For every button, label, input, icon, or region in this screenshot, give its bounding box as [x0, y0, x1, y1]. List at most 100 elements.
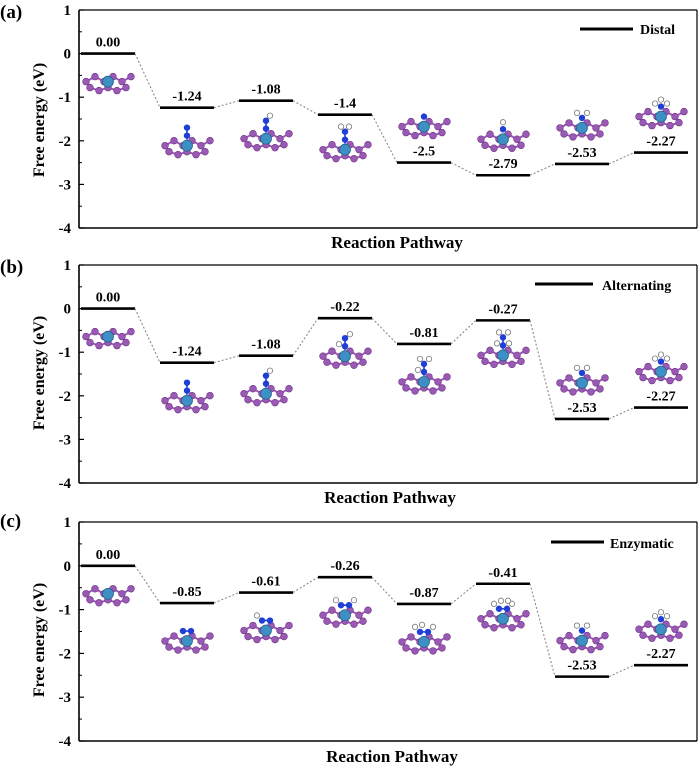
support-atom: [82, 590, 90, 598]
panel-label: (b): [0, 257, 23, 278]
support-atom: [240, 134, 248, 143]
h-atom: [508, 600, 516, 607]
support-atom: [127, 72, 135, 81]
metal-atom: [339, 350, 351, 363]
support-atom: [434, 122, 442, 131]
support-atom: [438, 128, 446, 137]
y-tick-label: -4: [59, 221, 72, 237]
support-atom: [201, 147, 209, 156]
support-atom: [508, 624, 516, 632]
metal-atom: [102, 587, 114, 600]
support-atom: [280, 140, 288, 149]
energy-value-label: -2.53: [567, 146, 596, 161]
metal-atom: [181, 139, 193, 152]
h-atom: [504, 597, 512, 604]
legend: Alternating: [535, 279, 671, 294]
energy-value-label: 0.00: [96, 291, 121, 306]
support-atom: [113, 599, 121, 607]
energy-value-label: -2.53: [567, 659, 596, 674]
support-atom: [592, 379, 600, 387]
h-atom: [657, 351, 665, 358]
support-atom: [517, 141, 525, 149]
adsorbate-structure-icon: [161, 627, 214, 654]
n-atom: [345, 601, 353, 609]
support-atom: [82, 332, 90, 341]
support-atom: [332, 361, 340, 369]
support-atom: [434, 638, 442, 646]
y-tick-label: -2: [59, 646, 72, 662]
support-atom: [364, 606, 372, 614]
support-atom: [666, 634, 674, 642]
h-atom: [657, 96, 665, 103]
adsorbate-structure-icon: [319, 597, 372, 628]
adsorbate-structure-icon: [240, 367, 293, 407]
support-atom: [508, 360, 516, 369]
support-atom: [253, 143, 261, 152]
support-atom: [398, 638, 406, 646]
metal-atom: [576, 377, 588, 389]
adsorbate-structure-icon: [635, 96, 688, 130]
h-atom: [266, 112, 274, 119]
support-atom: [285, 129, 293, 138]
n-atom: [266, 617, 274, 624]
adsorbate-structure-icon: [477, 329, 530, 369]
energy-value-label: -1.24: [172, 345, 201, 360]
support-atom: [592, 636, 600, 645]
adsorbate-structure-icon: [319, 123, 372, 163]
support-atom: [648, 121, 656, 130]
h-atom: [573, 109, 581, 117]
energy-value-label: -1.24: [172, 90, 201, 105]
support-atom: [323, 151, 331, 160]
support-atom: [127, 585, 135, 593]
support-atom: [407, 633, 415, 641]
n-atom: [578, 114, 586, 122]
support-atom: [359, 151, 367, 160]
support-atom: [122, 83, 130, 92]
h-atom: [266, 367, 274, 374]
support-atom: [276, 626, 284, 635]
support-atom: [513, 135, 521, 143]
support-atom: [639, 373, 647, 382]
panel-label: (c): [0, 511, 21, 532]
support-atom: [443, 633, 451, 641]
h-atom: [651, 100, 659, 107]
support-atom: [91, 72, 99, 81]
y-tick-label: -4: [59, 734, 72, 750]
metal-atom: [339, 609, 351, 622]
h-atom: [583, 364, 591, 372]
support-atom: [319, 352, 327, 360]
n-atom: [262, 380, 270, 387]
support-atom: [601, 119, 609, 127]
n-atom: [657, 616, 665, 623]
n-atom: [187, 627, 195, 635]
connector-line: [529, 583, 556, 677]
support-atom: [429, 387, 437, 395]
h-atom: [495, 329, 503, 336]
support-atom: [639, 118, 647, 127]
metal-atom: [418, 376, 430, 388]
metal-atom: [576, 634, 588, 647]
energy-value-label: -2.53: [567, 401, 596, 416]
support-atom: [481, 141, 489, 149]
h-atom: [429, 623, 437, 631]
support-atom: [319, 611, 327, 619]
support-atom: [481, 357, 489, 366]
metal-atom: [655, 623, 667, 636]
n-atom: [341, 136, 349, 143]
y-tick-label: 0: [64, 302, 72, 318]
support-atom: [680, 362, 688, 371]
y-axis-label: Free energy (eV): [31, 63, 48, 177]
support-atom: [517, 621, 525, 629]
support-atom: [91, 585, 99, 593]
support-atom: [556, 636, 564, 645]
support-atom: [569, 133, 577, 141]
h-atom: [651, 355, 659, 362]
support-atom: [359, 617, 367, 625]
energy-value-label: -0.85: [172, 585, 201, 600]
support-atom: [486, 130, 494, 138]
support-atom: [244, 140, 252, 149]
connector-line: [371, 576, 398, 605]
support-atom: [355, 352, 363, 360]
energy-value-label: -2.27: [646, 135, 675, 150]
support-atom: [161, 141, 169, 150]
